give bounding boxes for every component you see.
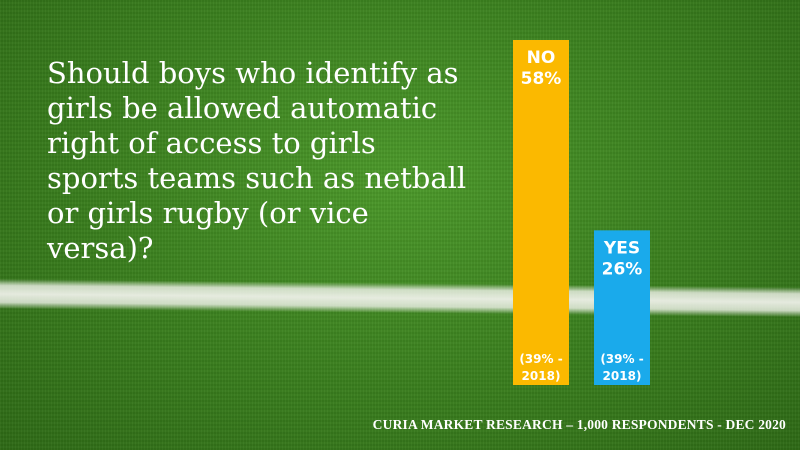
value-label-no: 58% — [521, 69, 562, 89]
category-label-yes: YES — [603, 238, 640, 258]
survey-question: Should boys who identify as girls be all… — [47, 56, 467, 265]
previous-label-yes-line-2: 2018) — [603, 369, 642, 383]
previous-label-no-line-2: 2018) — [522, 369, 561, 383]
source-caption: CURIA MARKET RESEARCH – 1,000 RESPONDENT… — [372, 417, 786, 432]
category-label-no: NO — [527, 48, 556, 68]
value-label-yes: 26% — [602, 259, 643, 279]
previous-label-yes-line-1: (39% - — [600, 352, 643, 366]
bar-no — [513, 40, 569, 385]
bar-yes — [594, 230, 650, 385]
previous-label-no-line-1: (39% - — [519, 352, 562, 366]
